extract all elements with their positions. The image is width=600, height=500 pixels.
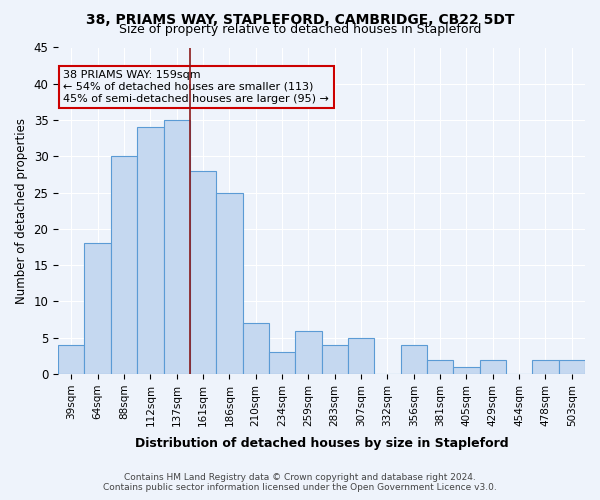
Bar <box>137 128 164 374</box>
Bar <box>427 360 453 374</box>
Bar <box>242 323 269 374</box>
Bar <box>453 367 479 374</box>
Bar <box>269 352 295 374</box>
Text: Size of property relative to detached houses in Stapleford: Size of property relative to detached ho… <box>119 22 481 36</box>
Text: 38, PRIAMS WAY, STAPLEFORD, CAMBRIDGE, CB22 5DT: 38, PRIAMS WAY, STAPLEFORD, CAMBRIDGE, C… <box>86 12 514 26</box>
Bar <box>111 156 137 374</box>
Text: Contains HM Land Registry data © Crown copyright and database right 2024.
Contai: Contains HM Land Registry data © Crown c… <box>103 473 497 492</box>
Text: 38 PRIAMS WAY: 159sqm
← 54% of detached houses are smaller (113)
45% of semi-det: 38 PRIAMS WAY: 159sqm ← 54% of detached … <box>64 70 329 104</box>
Bar <box>559 360 585 374</box>
Bar <box>216 192 242 374</box>
Bar <box>164 120 190 374</box>
Bar <box>85 244 111 374</box>
Y-axis label: Number of detached properties: Number of detached properties <box>15 118 28 304</box>
Bar <box>295 330 322 374</box>
X-axis label: Distribution of detached houses by size in Stapleford: Distribution of detached houses by size … <box>135 437 508 450</box>
Bar <box>190 171 216 374</box>
Bar <box>532 360 559 374</box>
Bar <box>401 345 427 374</box>
Bar <box>322 345 348 374</box>
Bar <box>348 338 374 374</box>
Bar <box>479 360 506 374</box>
Bar <box>58 345 85 374</box>
